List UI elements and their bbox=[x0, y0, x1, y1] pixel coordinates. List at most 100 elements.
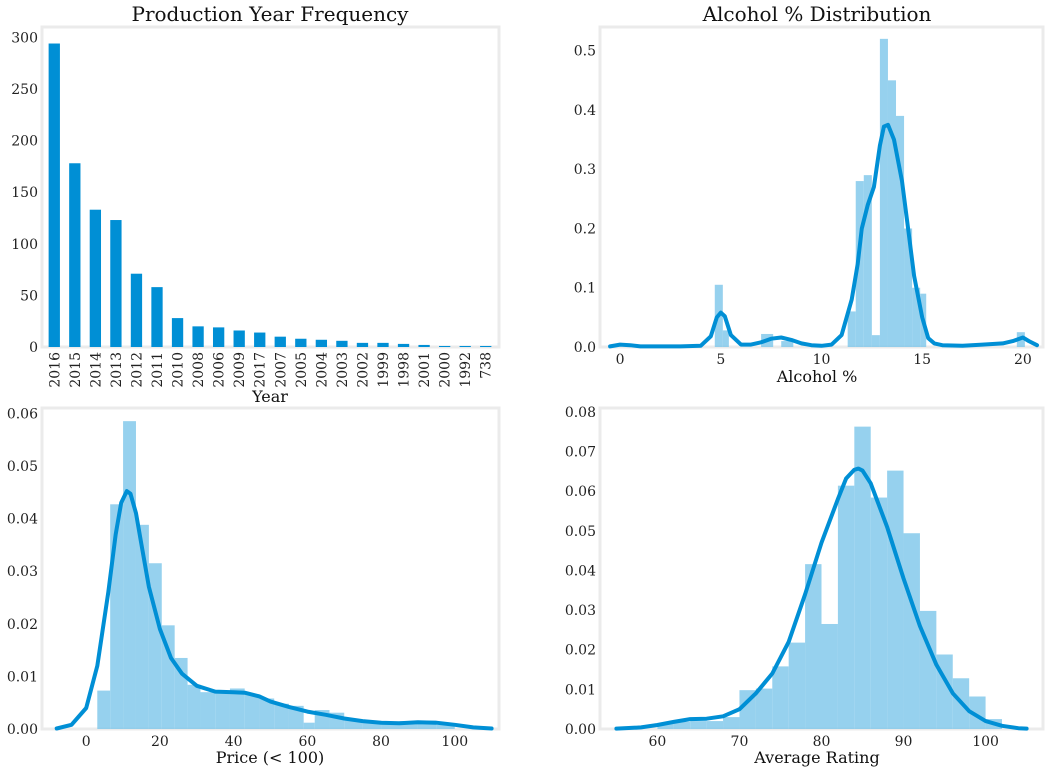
y-tick-label: 0 bbox=[29, 340, 38, 356]
hist-bar bbox=[887, 470, 904, 729]
hist-bar bbox=[903, 533, 920, 729]
y-tick-label: 0.05 bbox=[565, 524, 596, 540]
x-tick-label: 2003 bbox=[335, 352, 351, 388]
y-tick-label: 0.00 bbox=[7, 722, 38, 738]
hist-bar bbox=[847, 311, 856, 347]
x-tick-label: 60 bbox=[649, 734, 667, 750]
x-tick-label: 1998 bbox=[397, 352, 413, 388]
bar-1998 bbox=[397, 343, 410, 347]
chart-title: Production Year Frequency bbox=[132, 2, 410, 26]
x-tick-label: 80 bbox=[813, 734, 831, 750]
y-tick-label: 150 bbox=[11, 185, 38, 201]
x-tick-label: 1999 bbox=[376, 352, 392, 388]
hist-bar bbox=[781, 341, 794, 347]
x-tick-label: 2015 bbox=[68, 352, 84, 388]
x-tick-label: 0 bbox=[82, 734, 91, 750]
x-tick-label: 15 bbox=[913, 352, 931, 368]
rating-distribution-chart: Average Rating 60 70 80 90 100 0.00 0.01 0.02 0.… bbox=[565, 405, 1045, 767]
y-tick-label: 0.03 bbox=[7, 564, 38, 580]
x-tick-label: 5 bbox=[716, 352, 725, 368]
y-tick-label: 0.4 bbox=[574, 103, 596, 119]
y-tick-label: 250 bbox=[11, 82, 38, 98]
hist-bar bbox=[215, 692, 230, 729]
bar-2000 bbox=[438, 345, 451, 347]
y-tick-label: 0.02 bbox=[565, 643, 596, 659]
hist-bar bbox=[123, 421, 136, 729]
alcohol-distribution-chart: Alcohol % Distribution Alcohol % 0 5 10 15 2… bbox=[574, 2, 1045, 386]
y-tick-label: 0.5 bbox=[574, 44, 596, 60]
bar-2003 bbox=[336, 340, 348, 347]
bar-2012 bbox=[130, 273, 143, 347]
bar-2014 bbox=[89, 209, 102, 347]
hist-bar bbox=[879, 38, 888, 347]
hist-bar bbox=[244, 694, 260, 729]
y-tick-label: 50 bbox=[20, 288, 38, 304]
x-tick-label: 2006 bbox=[212, 352, 228, 388]
x-tick-label: 2014 bbox=[88, 352, 104, 388]
x-tick-label: 2002 bbox=[355, 352, 371, 388]
hist-bar bbox=[673, 721, 691, 729]
y-tick-label: 0.3 bbox=[574, 162, 596, 178]
x-tick-label: 0 bbox=[616, 352, 625, 368]
hist-bar bbox=[863, 175, 872, 347]
x-axis-label: Alcohol % bbox=[776, 367, 858, 386]
y-tick-label: 0.06 bbox=[565, 484, 596, 500]
plot-frame bbox=[40, 25, 501, 349]
bar-2006 bbox=[212, 327, 225, 347]
y-tick-label: 0.00 bbox=[565, 722, 596, 738]
y-tick-label: 0.08 bbox=[565, 405, 596, 421]
x-tick-label: 2004 bbox=[314, 352, 330, 388]
hist-bar bbox=[657, 723, 674, 729]
bar-2008 bbox=[192, 326, 204, 347]
x-tick-label: 100 bbox=[972, 734, 999, 750]
bar-738 bbox=[480, 345, 492, 347]
y-tick-label: 300 bbox=[11, 30, 38, 46]
hist-bar bbox=[855, 181, 864, 347]
hist-bar bbox=[303, 722, 315, 729]
hist-bar bbox=[755, 688, 773, 729]
hist-bar bbox=[722, 330, 729, 347]
hist-bar bbox=[772, 666, 789, 729]
y-tick-label: 0.2 bbox=[574, 221, 596, 237]
x-tick-label: 60 bbox=[298, 734, 316, 750]
hist-bar bbox=[821, 623, 838, 729]
hist-bar bbox=[161, 625, 175, 729]
bar-2011 bbox=[151, 287, 163, 347]
hist-bar bbox=[259, 698, 275, 729]
x-tick-label: 40 bbox=[225, 734, 243, 750]
y-tick-label: 0.04 bbox=[7, 512, 38, 528]
x-tick-label: 80 bbox=[372, 734, 390, 750]
hist-bar bbox=[200, 692, 216, 729]
y-tick-label: 200 bbox=[11, 134, 38, 150]
hist-bar bbox=[896, 115, 905, 347]
hist-bar bbox=[399, 721, 418, 729]
x-axis-label: Price (< 100) bbox=[216, 748, 325, 767]
bar-2015 bbox=[69, 163, 81, 347]
y-tick-label: 0.0 bbox=[574, 340, 596, 356]
y-tick-label: 0.05 bbox=[7, 459, 38, 475]
hist-bar bbox=[417, 720, 437, 729]
chart-title: Alcohol % Distribution bbox=[702, 2, 932, 26]
x-tick-label: 2016 bbox=[47, 352, 63, 388]
x-tick-label: 2005 bbox=[294, 352, 310, 388]
hist-bar bbox=[870, 497, 888, 729]
bar-2010 bbox=[171, 318, 184, 347]
hist-bar bbox=[871, 335, 880, 347]
hist-bar bbox=[887, 80, 897, 347]
x-axis-label: Average Rating bbox=[753, 748, 879, 767]
y-tick-label: 0.04 bbox=[565, 563, 596, 579]
y-tick-label: 100 bbox=[11, 237, 38, 253]
bar-1999 bbox=[377, 342, 389, 347]
price-distribution-chart: Price (< 100) 0 20 40 60 80 100 0.00 0.01 0.02 0.… bbox=[7, 406, 501, 767]
x-tick-label: 2012 bbox=[129, 352, 145, 388]
y-tick-label: 0.03 bbox=[565, 603, 596, 619]
hist-bar bbox=[381, 722, 400, 729]
x-axis-label: Year bbox=[251, 387, 288, 406]
x-tick-label: 100 bbox=[441, 734, 468, 750]
bar-2016 bbox=[48, 43, 60, 348]
bar-1992 bbox=[459, 345, 471, 347]
hist-bar bbox=[436, 724, 455, 729]
x-tick-label: 2009 bbox=[232, 352, 248, 388]
bar-2005 bbox=[295, 338, 307, 347]
